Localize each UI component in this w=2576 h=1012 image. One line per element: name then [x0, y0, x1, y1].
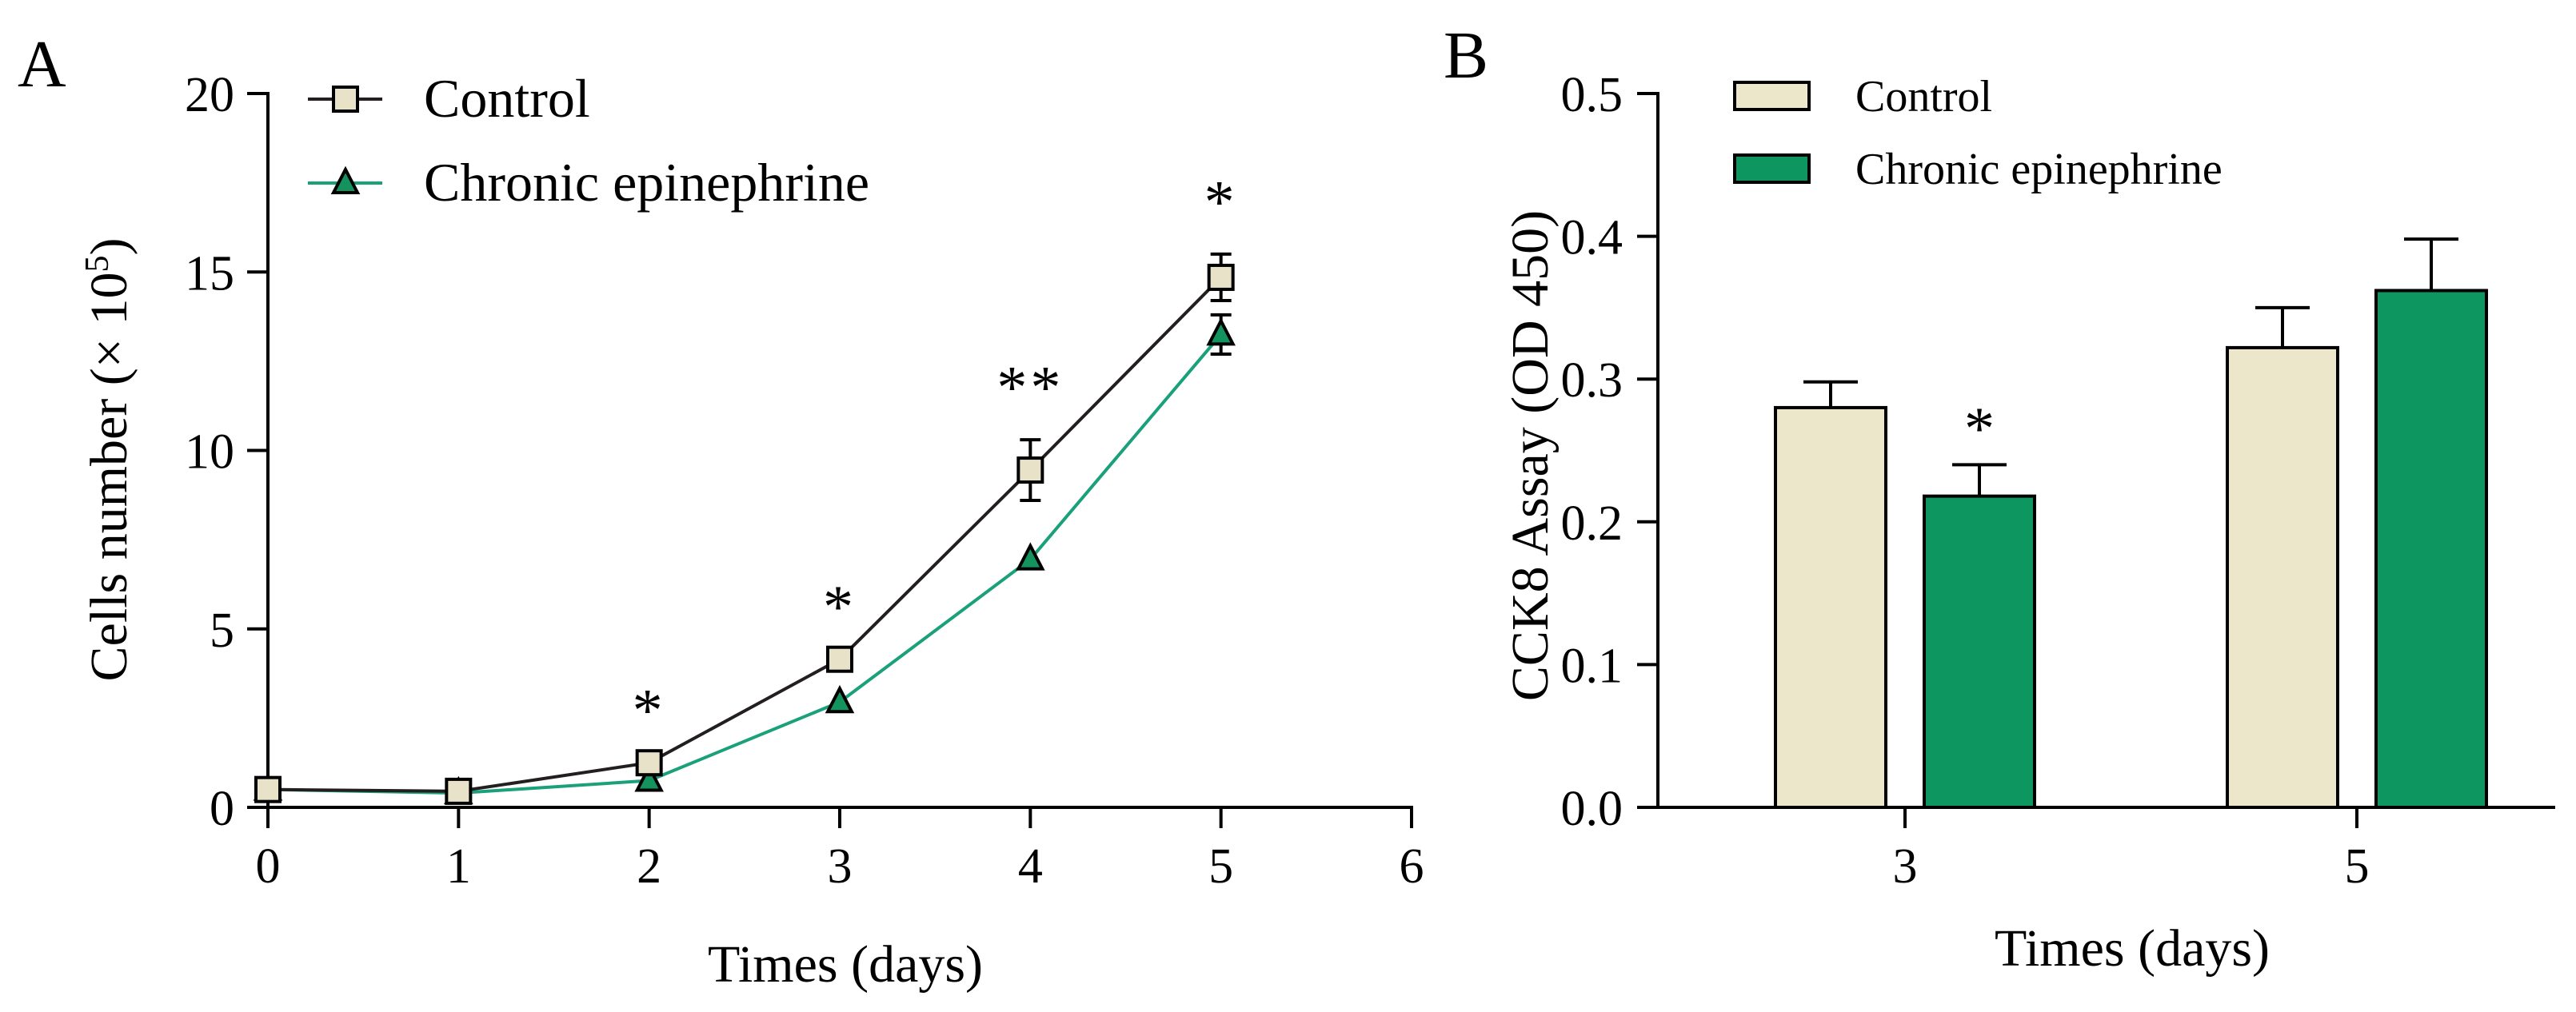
control-point [1016, 456, 1044, 484]
epinephrine-point [1206, 317, 1236, 346]
x-tick-label: 2 [637, 839, 661, 894]
x-tick-label: 0 [256, 839, 281, 894]
legend-label: Control [1855, 72, 1992, 122]
y-tick-label: 5 [210, 604, 234, 658]
epinephrine-point [825, 684, 855, 714]
panel-a-legend: Control Chronic epinephrine [308, 68, 869, 213]
y-tick-label: 0.2 [1561, 496, 1623, 551]
x-tick-label: 4 [1018, 839, 1043, 894]
panel-a-x-axis-title: Times (days) [708, 935, 983, 994]
control-point [826, 645, 853, 673]
panel-b-tick-labels: 0.0 0.1 0.2 0.3 0.4 0.5 3 5 [1561, 68, 2370, 894]
legend-label: Chronic epinephrine [1855, 145, 2223, 194]
control-point [635, 749, 663, 777]
panel-b-x-axis-title: Times (days) [1995, 919, 2270, 978]
x-tick-label: 3 [1893, 839, 1918, 894]
y-tick-label: 10 [185, 425, 234, 480]
legend-label: Control [424, 68, 590, 129]
epinephrine-point [634, 763, 664, 792]
significance-mark: ** [996, 354, 1064, 421]
y-tick-label: 0.0 [1561, 782, 1623, 836]
panel-a-tick-labels: 0 5 10 15 20 0 1 2 3 4 5 6 [185, 68, 1424, 894]
legend-label: Chronic epinephrine [424, 152, 869, 213]
panel-b-bar-chart: B 0.0 0.1 0.2 0.3 0.4 0.5 3 5 Times (days) CCK8… [1444, 18, 2555, 978]
bar-epinephrine-day-3 [1923, 494, 2036, 809]
panel-a-series-lines [267, 276, 1223, 795]
panel-b-y-axis-title: CCK8 Assay (OD 450) [1501, 210, 1560, 701]
significance-mark: * [633, 677, 666, 744]
control-point [254, 775, 282, 803]
legend-swatch-1 [1733, 153, 1811, 184]
y-tick-label: 0.1 [1561, 639, 1623, 693]
y-tick-label: 0.4 [1561, 211, 1623, 265]
bar-control-day-3 [1774, 405, 1887, 809]
panel-b-legend: Control Chronic epinephrine [1733, 72, 2223, 194]
x-tick-label: 6 [1400, 839, 1424, 894]
x-tick-label: 1 [446, 839, 471, 894]
y-tick-label: 0.3 [1561, 353, 1623, 408]
panel-a-line-chart: A 0 5 10 15 20 0 1 2 3 4 5 6 Times (days) Cells num… [18, 27, 1424, 994]
epinephrine-point [1016, 542, 1045, 571]
x-tick-label: 3 [828, 839, 853, 894]
bar-epinephrine-day-5 [2374, 289, 2488, 809]
y-title-close: ) [80, 238, 138, 256]
x-tick-label: 5 [1208, 839, 1233, 894]
significance-mark: * [1964, 395, 1995, 462]
legend-square-marker [332, 86, 359, 113]
control-point [445, 777, 473, 805]
x-tick-label: 5 [2345, 839, 2370, 894]
control-point [1207, 263, 1235, 291]
series-line-epinephrine [267, 333, 1223, 795]
series-line-control [267, 276, 1223, 793]
significance-mark: * [1204, 169, 1238, 236]
panel-b-bars [1774, 289, 2488, 809]
significance-mark: * [823, 574, 857, 641]
panel-a-y-axis-title: Cells number (× 105) [79, 238, 138, 682]
y-title-main: Cells number (× 10 [80, 273, 138, 682]
y-tick-label: 15 [185, 246, 234, 301]
legend-triangle-marker [330, 165, 361, 194]
panel-b-error-bars [1803, 237, 2458, 496]
legend-swatch-0 [1733, 81, 1811, 111]
panel-b-label: B [1444, 18, 1488, 93]
y-title-superscript: 5 [79, 256, 116, 273]
y-tick-label: 0.5 [1561, 68, 1623, 122]
y-tick-label: 0 [210, 782, 234, 836]
y-tick-label: 20 [185, 68, 234, 122]
panel-a-label: A [18, 27, 66, 102]
panel-a-significance-marks: ***** [633, 169, 1238, 744]
panel-a-axes [247, 92, 1413, 828]
panel-b-significance-marks: * [1964, 395, 1995, 462]
panel-a-markers [253, 263, 1236, 805]
bar-control-day-5 [2226, 345, 2339, 809]
